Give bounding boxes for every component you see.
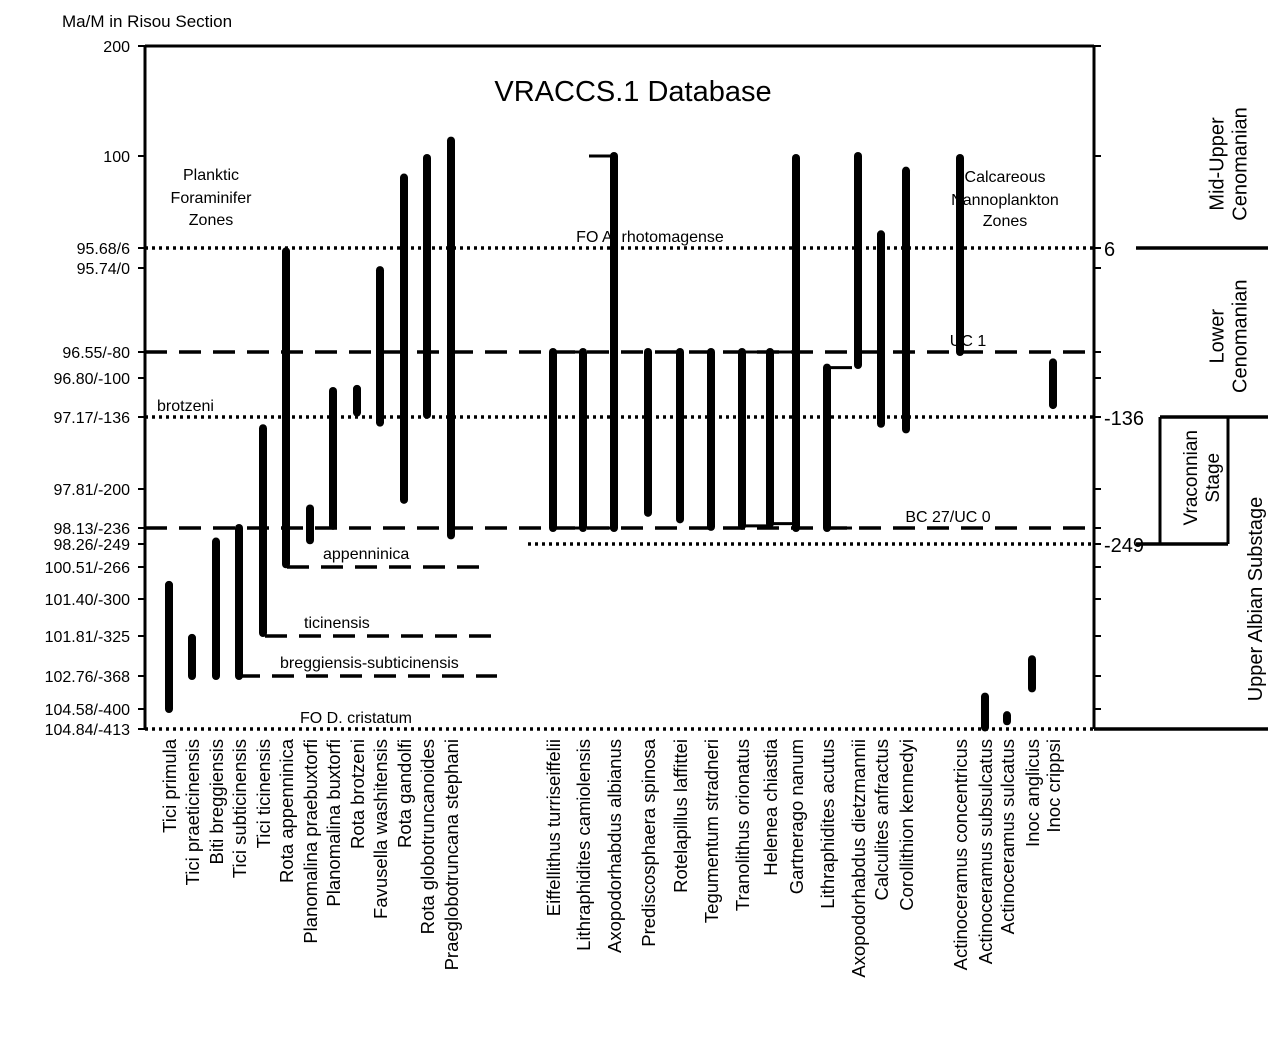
taxon-label-axopodorhabdus-albianus: Axopodorhabdus albianus [604, 739, 625, 953]
taxon-label-rota-globotruncanoides: Rota globotruncanoides [417, 739, 438, 934]
horizon-label: FO D. cristatum [300, 710, 412, 727]
y-tick-label: 100.51/-266 [45, 560, 131, 577]
y-tick-label: 95.74/0 [77, 261, 130, 278]
stage-boundary-label: 6 [1104, 239, 1115, 261]
horizon-label: brotzeni [157, 398, 214, 415]
taxon-label-eiffellithus-turriseiffelii: Eiffellithus turriseiffelii [543, 739, 564, 916]
axis-title: Ma/M in Risou Section [62, 12, 232, 31]
taxon-label-helenea-chiastia: Helenea chiastia [760, 738, 781, 875]
taxon-label-tranolithus-orionatus: Tranolithus orionatus [732, 739, 753, 911]
y-tick-label: 104.58/-400 [45, 702, 131, 719]
taxon-label-prediscosphaera-spinosa: Prediscosphaera spinosa [638, 738, 659, 946]
nanno-group-label-2: Nannoplankton [951, 192, 1059, 209]
taxon-label-inoc-anglicus: Inoc anglicus [1022, 739, 1043, 847]
stage-label-cenomanian: Cenomanian [1230, 280, 1252, 393]
y-tick-label: 101.40/-300 [45, 592, 131, 609]
y-tick-label: 104.84/-413 [45, 722, 131, 739]
planktic-group-label-2: Foraminifer [171, 190, 253, 207]
horizon-label: BC 27/UC 0 [905, 509, 990, 526]
taxon-label-tici-ticinensis: Tici ticinensis [253, 739, 274, 848]
stage-label-lower: Lower [1207, 309, 1229, 364]
stage-boundary-label: -249 [1104, 535, 1144, 557]
zone-label: appenninica [323, 546, 409, 563]
taxon-label-biti-breggiensis: Biti breggiensis [206, 739, 227, 864]
taxon-label-tegumentum-stradneri: Tegumentum stradneri [701, 739, 722, 923]
stage-label-cenomanian: Cenomanian [1230, 107, 1252, 220]
y-tick-label: 97.17/-136 [53, 410, 130, 427]
taxon-label-rota-appenninica: Rota appenninica [276, 738, 297, 883]
planktic-group-label-3: Zones [189, 212, 233, 229]
taxon-label-actinoceramus-sulcatus: Actinoceramus sulcatus [997, 739, 1018, 934]
horizon-label: UC 1 [950, 333, 987, 350]
horizon-label: FO A. rhotomagense [576, 229, 724, 246]
y-tick-label: 97.81/-200 [53, 482, 130, 499]
taxon-label-rota-brotzeni: Rota brotzeni [347, 739, 368, 849]
taxon-label-lithraphidites-camiolensis: Lithraphidites camiolensis [573, 739, 594, 951]
taxon-label-tici-subticinensis: Tici subticinensis [229, 739, 250, 878]
taxon-label-gartnerago-nanum: Gartnerago nanum [786, 739, 807, 894]
taxon-label-corollithion-kennedyi: Corollithion kennedyi [896, 739, 917, 911]
taxon-label-favusella-washitensis: Favusella washitensis [370, 739, 391, 919]
taxon-label-planomalina-buxtorfi: Planomalina buxtorfi [323, 739, 344, 907]
taxon-label-praeglobotruncana-stephani: Praeglobotruncana stephani [441, 739, 462, 970]
y-tick-label: 200 [103, 39, 130, 56]
y-tick-label: 102.76/-368 [45, 669, 131, 686]
y-tick-label: 95.68/6 [77, 241, 130, 258]
stage-label-upper-albian-substage: Upper Albian Substage [1245, 497, 1267, 702]
y-tick-label: 101.81/-325 [45, 629, 131, 646]
taxon-label-calculites-anfractus: Calculites anfractus [871, 739, 892, 900]
stage-label-mid-upper: Mid-Upper [1207, 117, 1229, 211]
taxon-label-inoc-crippsi: Inoc crippsi [1043, 739, 1064, 833]
zone-label: breggiensis-subticinensis [280, 655, 459, 672]
nanno-group-label-1: Calcareous [965, 169, 1046, 186]
stage-boundary-label: -136 [1104, 408, 1144, 430]
taxon-label-rota-gandolfi: Rota gandolfi [394, 739, 415, 848]
y-tick-label: 96.55/-80 [62, 345, 130, 362]
taxon-label-tici-primula: Tici primula [159, 738, 180, 833]
taxon-label-rotelapillus-laffittei: Rotelapillus laffittei [670, 739, 691, 893]
y-tick-label: 96.80/-100 [53, 371, 130, 388]
taxon-label-tici-praeticinensis: Tici praeticinensis [182, 739, 203, 885]
taxon-label-actinoceramus-concentricus: Actinoceramus concentricus [950, 739, 971, 970]
taxon-label-planomalina-praebuxtorfi: Planomalina praebuxtorfi [300, 739, 321, 944]
zone-label: ticinensis [304, 615, 370, 632]
stage-label-vraconnian: Vraconnian [1181, 430, 1202, 525]
taxon-label-lithraphidites-acutus: Lithraphidites acutus [817, 739, 838, 909]
chart-title: VRACCS.1 Database [494, 76, 771, 108]
taxon-label-axopodorhabdus-dietzmannii: Axopodorhabdus dietzmannii [848, 739, 869, 978]
y-tick-label: 100 [103, 149, 130, 166]
planktic-group-label-1: Planktic [183, 167, 239, 184]
y-tick-label: 98.26/-249 [53, 537, 130, 554]
nanno-group-label-3: Zones [983, 213, 1027, 230]
stage-label-stage: Stage [1203, 453, 1224, 503]
taxon-label-actinoceramus-subsulcatus: Actinoceramus subsulcatus [975, 739, 996, 964]
y-tick-label: 98.13/-236 [53, 521, 130, 538]
